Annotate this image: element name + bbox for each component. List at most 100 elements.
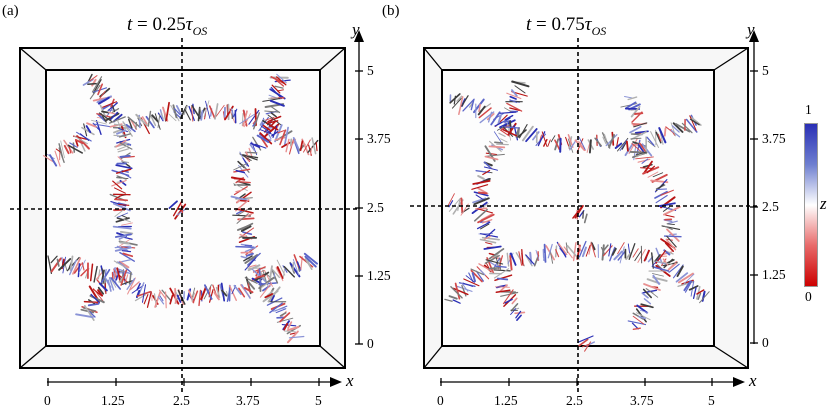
panel-a-bevel — [19, 47, 47, 71]
vortex-segment — [103, 276, 112, 289]
vortex-segment — [268, 124, 279, 131]
vortex-segment — [483, 161, 492, 169]
vortex-segment — [262, 98, 281, 102]
panel-b-x-tick: 0 — [437, 393, 444, 408]
vortex-segment — [199, 107, 202, 116]
vortex-segment — [461, 284, 467, 297]
panel-b-y-axis-label: y — [747, 20, 755, 39]
vortex-segment — [276, 73, 287, 84]
vortex-segment — [614, 142, 623, 149]
vortex-segment — [127, 277, 136, 295]
vortex-segment — [299, 140, 304, 152]
vortex-segment — [532, 131, 540, 141]
vortex-segment — [236, 224, 250, 231]
vortex-segment — [75, 138, 84, 145]
vortex-segment — [82, 78, 94, 86]
vortex-segment — [270, 112, 277, 118]
vortex-segment — [267, 115, 282, 123]
vortex-segment — [175, 105, 183, 117]
vortex-segment — [525, 254, 535, 266]
vortex-segment — [617, 242, 625, 255]
vortex-segment — [271, 84, 281, 94]
vortex-segment — [243, 287, 254, 294]
vortex-segment — [594, 137, 603, 147]
vortex-segment — [567, 138, 574, 153]
vortex-segment — [75, 313, 94, 319]
vortex-segment — [448, 200, 454, 208]
vortex-segment — [485, 152, 498, 156]
vortex-segment — [477, 105, 486, 116]
vortex-segment — [119, 154, 131, 158]
vortex-segment — [275, 308, 287, 314]
vortex-segment — [91, 76, 103, 93]
vortex-segment — [254, 143, 267, 149]
panel-a-x-axis-label: x — [346, 371, 354, 390]
vortex-segment — [697, 292, 702, 300]
panel-b-y-tick: 0 — [762, 335, 769, 350]
vortex-segment — [121, 222, 133, 226]
vortex-segment — [208, 286, 212, 298]
vortex-segment — [510, 308, 517, 315]
vortex-segment — [275, 76, 287, 86]
vortex-segment — [114, 233, 132, 238]
vortex-segment — [637, 158, 651, 163]
vortex-segment — [504, 107, 514, 113]
vortex-segment — [484, 155, 499, 161]
vortex-segment — [119, 179, 127, 186]
vortex-segment — [274, 136, 287, 141]
vortex-segment — [625, 252, 632, 261]
vortex-segment — [506, 92, 522, 100]
vortex-segment — [506, 122, 512, 141]
vortex-segment — [119, 170, 132, 179]
vortex-segment — [283, 267, 286, 278]
vortex-segment — [511, 80, 530, 88]
vortex-segment — [168, 200, 178, 209]
vortex-segment — [127, 118, 133, 129]
vortex-segment — [642, 288, 653, 299]
vortex-segment — [279, 129, 287, 146]
vortex-segment — [264, 110, 280, 113]
vortex-segment — [265, 120, 279, 125]
vortex-segment — [121, 280, 133, 285]
vortex-segment — [169, 294, 174, 305]
vortex-segment — [450, 286, 463, 299]
vortex-segment — [583, 213, 588, 224]
vortex-segment — [509, 252, 517, 266]
vortex-segment — [200, 109, 204, 121]
vortex-segment — [116, 267, 122, 283]
vortex-segment — [565, 242, 568, 254]
vortex-segment — [63, 144, 70, 155]
vortex-segment — [98, 112, 113, 122]
vortex-segment — [141, 116, 148, 125]
vortex-segment — [169, 287, 180, 305]
vortex-segment — [265, 116, 275, 121]
vortex-segment — [657, 133, 662, 142]
vortex-segment — [488, 145, 506, 149]
vortex-segment — [584, 341, 592, 352]
vortex-segment — [93, 123, 110, 127]
vortex-segment — [473, 197, 490, 206]
vortex-segment — [638, 142, 648, 154]
vortex-segment — [97, 83, 103, 96]
vortex-segment — [488, 266, 500, 270]
vortex-segment — [515, 310, 522, 319]
vortex-segment — [114, 198, 129, 202]
vortex-segment — [118, 133, 131, 138]
vortex-segment — [247, 280, 256, 290]
vortex-segment — [145, 115, 155, 129]
vortex-segment — [602, 136, 607, 145]
vortex-segment — [480, 223, 490, 230]
vortex-segment — [502, 289, 514, 305]
vortex-segment — [269, 302, 283, 314]
vortex-segment — [244, 254, 259, 264]
vortex-segment — [629, 125, 642, 134]
vortex-segment — [518, 124, 528, 139]
vortex-segment — [646, 136, 655, 147]
vortex-segment — [86, 122, 97, 128]
vortex-segment — [664, 225, 673, 231]
vortex-segment — [117, 203, 130, 206]
vortex-segment — [303, 139, 311, 153]
vortex-segment — [483, 245, 502, 250]
vortex-segment — [629, 150, 644, 154]
vortex-segment — [277, 130, 285, 134]
